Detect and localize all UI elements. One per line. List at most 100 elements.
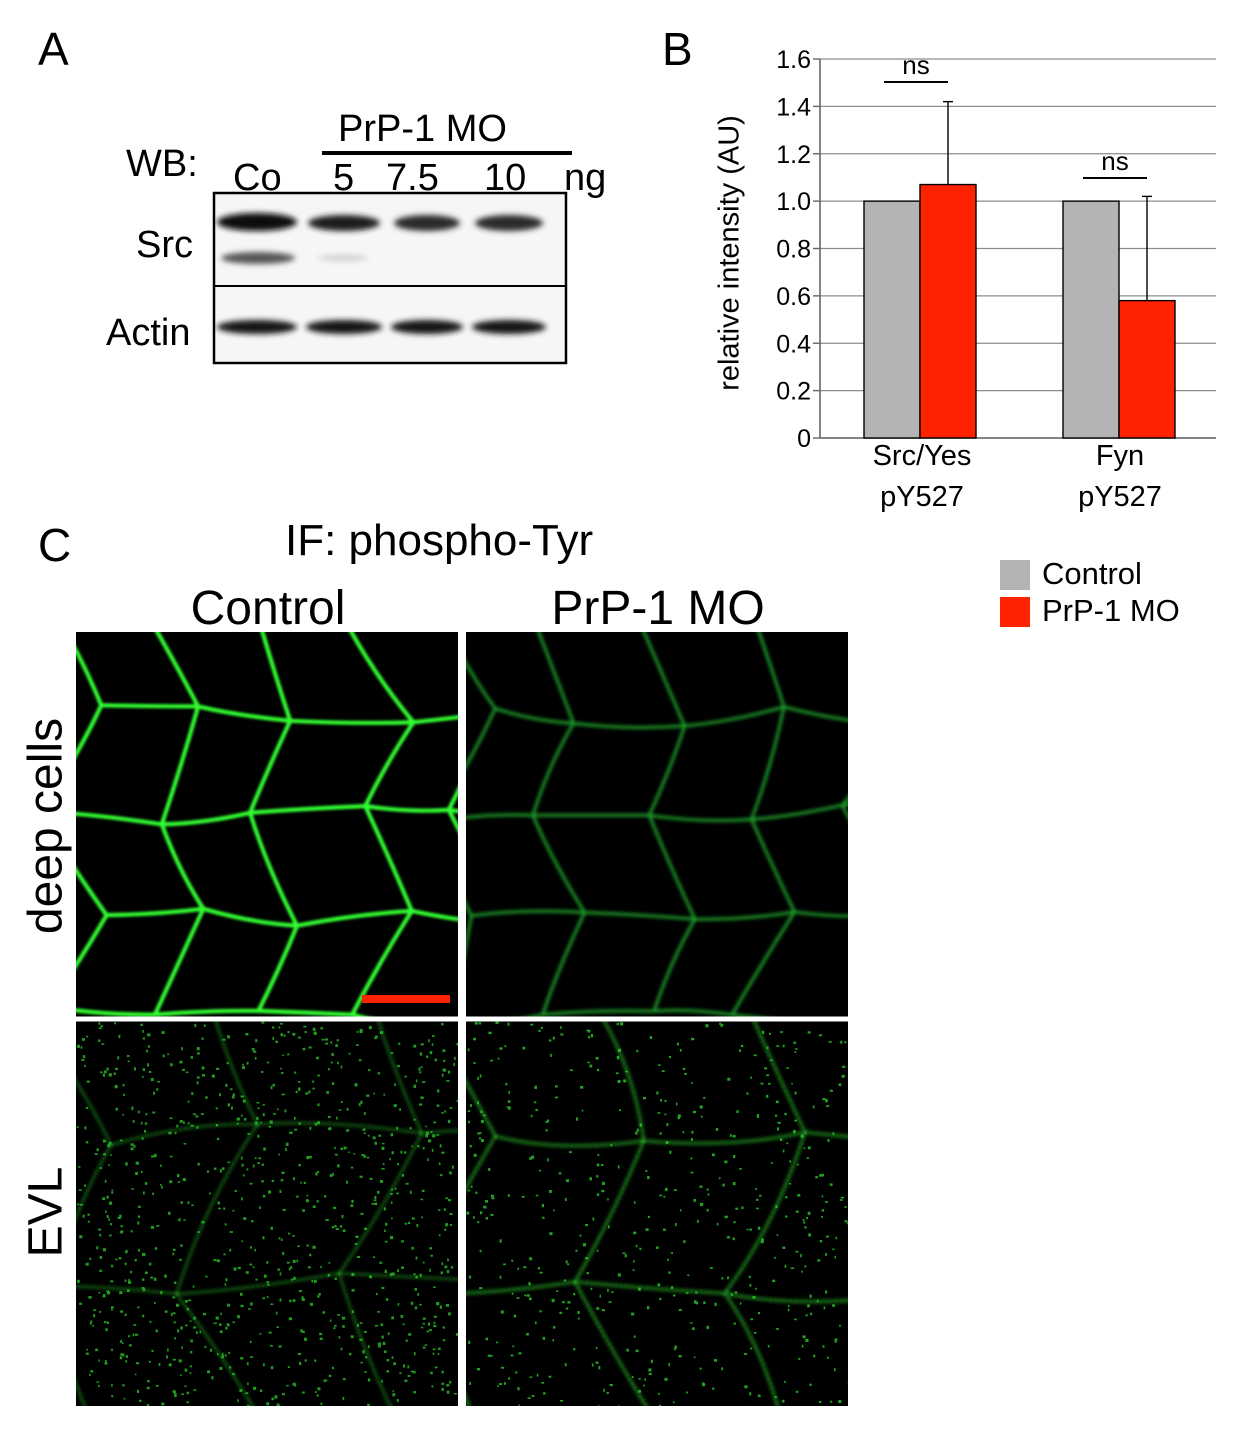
signal-speck [504,1045,507,1048]
signal-speck [354,1083,358,1087]
signal-speck [287,1031,290,1034]
signal-speck [373,1199,377,1202]
signal-speck [487,1354,491,1357]
signal-speck [144,1122,148,1125]
signal-speck [298,1122,302,1125]
signal-speck [806,1157,810,1159]
signal-speck [732,1134,736,1138]
signal-speck [172,1312,176,1315]
signal-speck [111,1191,114,1194]
signal-speck [336,1039,339,1042]
signal-speck [552,1326,556,1329]
signal-speck [108,1073,112,1077]
signal-speck [596,1307,600,1310]
signal-speck [795,1210,799,1213]
signal-speck [320,1265,322,1268]
signal-speck [467,1110,471,1113]
signal-speck [449,1107,453,1110]
signal-speck [829,1089,833,1092]
signal-speck [405,1339,408,1342]
signal-speck [261,1021,265,1024]
signal-speck [466,1211,470,1215]
signal-speck [152,1111,156,1114]
signal-speck [148,1360,151,1363]
signal-speck [446,1269,450,1274]
signal-speck [340,1347,343,1351]
signal-speck [236,1122,239,1125]
signal-speck [144,1182,148,1185]
cell-boundary [841,796,848,807]
signal-speck [481,1119,484,1124]
signal-speck [770,1059,773,1062]
signal-speck [276,1403,280,1406]
signal-speck [643,1096,646,1100]
signal-speck [832,1248,835,1251]
signal-speck [490,1355,493,1357]
signal-speck [741,1206,744,1210]
signal-speck [146,1386,150,1390]
signal-speck [174,1393,177,1397]
signal-speck [488,1167,491,1171]
signal-speck [636,1049,639,1053]
signal-speck [168,1211,171,1215]
cell-boundary [653,1008,733,1017]
signal-speck [303,1337,308,1341]
signal-speck [189,1365,192,1368]
signal-speck [332,1172,334,1176]
signal-speck [685,1292,689,1294]
signal-speck [111,1308,113,1311]
signal-speck [138,1399,142,1402]
signal-speck [826,1235,829,1238]
signal-speck [469,1382,472,1385]
signal-speck [205,1096,208,1099]
signal-speck [536,1373,539,1377]
signal-speck [617,1273,621,1277]
signal-speck [442,1068,446,1072]
signal-speck [712,1387,715,1390]
signal-speck [526,1294,530,1297]
signal-speck [367,1345,370,1349]
signal-speck [232,1095,235,1099]
signal-speck [185,1300,189,1303]
signal-speck [721,1367,724,1371]
signal-speck [324,1195,327,1198]
signal-speck [804,1265,807,1268]
signal-speck [418,1067,421,1071]
signal-speck [289,1299,292,1303]
signal-speck [86,1080,90,1083]
signal-speck [183,1143,187,1145]
signal-speck [468,1120,471,1124]
signal-speck [240,1357,244,1360]
signal-speck [414,1288,418,1291]
signal-speck [405,1182,409,1185]
signal-speck [268,1331,272,1334]
signal-speck [243,1174,245,1177]
signal-speck [179,1374,182,1377]
signal-speck [132,1120,135,1123]
signal-speck [369,1177,373,1180]
signal-speck [727,1077,731,1081]
signal-speck [671,1286,674,1289]
signal-speck [98,1292,101,1294]
signal-speck [480,1139,484,1143]
signal-speck [179,1060,183,1064]
signal-speck [103,1153,106,1156]
signal-speck [147,1380,150,1383]
signal-speck [342,1396,345,1401]
signal-speck [633,1335,636,1338]
signal-speck [428,1039,430,1043]
signal-speck [420,1326,424,1329]
signal-speck [261,1180,264,1183]
signal-speck [542,1336,546,1340]
signal-speck [327,1273,330,1277]
signal-speck [718,1177,721,1180]
signal-speck [221,1355,225,1359]
signal-speck [756,1198,759,1201]
signal-speck [497,1385,499,1388]
signal-speck [190,1339,193,1343]
y-tick-label: 0 [797,425,811,453]
micrograph-evl-prp1-mo [466,1021,848,1406]
signal-speck [491,1197,495,1200]
signal-speck [419,1071,422,1074]
signal-speck [322,1311,326,1314]
